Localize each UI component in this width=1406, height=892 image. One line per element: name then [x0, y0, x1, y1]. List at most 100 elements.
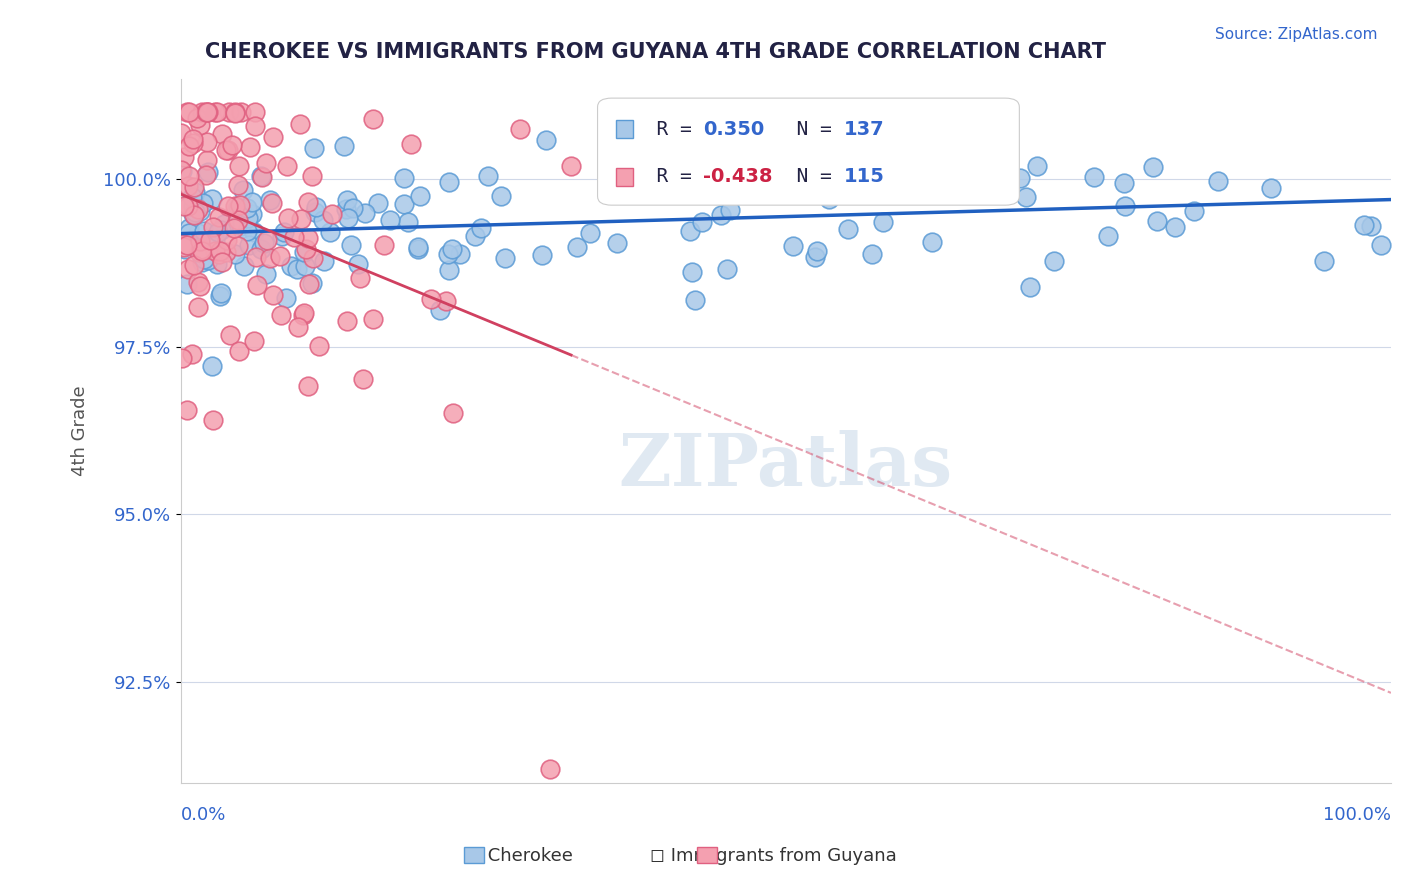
- Text: ◻ Cherokee: ◻ Cherokee: [467, 847, 574, 865]
- Immigrants from Guyana: [208, 244, 231, 258]
- Cherokee: [253, 235, 276, 250]
- Cherokee: [301, 276, 323, 290]
- Cherokee: [347, 257, 370, 271]
- Cherokee: [1025, 159, 1047, 173]
- Immigrants from Guyana: [222, 221, 245, 235]
- Immigrants from Guyana: [211, 254, 233, 268]
- Cherokee: [633, 181, 655, 195]
- Cherokee: [804, 251, 827, 265]
- Cherokee: [204, 234, 226, 248]
- Immigrants from Guyana: [176, 105, 198, 120]
- Immigrants from Guyana: [176, 403, 198, 417]
- Cherokee: [837, 222, 859, 236]
- Immigrants from Guyana: [191, 243, 214, 257]
- Cherokee: [1313, 253, 1336, 268]
- Immigrants from Guyana: [191, 244, 214, 258]
- Immigrants from Guyana: [186, 111, 208, 125]
- Immigrants from Guyana: [188, 234, 211, 248]
- Immigrants from Guyana: [441, 406, 464, 420]
- Text: -0.438: -0.438: [703, 167, 772, 186]
- Cherokee: [439, 262, 461, 277]
- Cherokee: [207, 247, 229, 261]
- Cherokee: [1360, 219, 1382, 233]
- Cherokee: [1146, 213, 1168, 227]
- Cherokee: [477, 169, 499, 184]
- Cherokee: [489, 189, 512, 203]
- Immigrants from Guyana: [270, 308, 292, 322]
- Text: CHEROKEE VS IMMIGRANTS FROM GUYANA 4TH GRADE CORRELATION CHART: CHEROKEE VS IMMIGRANTS FROM GUYANA 4TH G…: [205, 42, 1107, 62]
- Immigrants from Guyana: [177, 261, 200, 276]
- Immigrants from Guyana: [173, 149, 195, 163]
- Immigrants from Guyana: [245, 250, 267, 264]
- Immigrants from Guyana: [276, 160, 298, 174]
- Cherokee: [319, 225, 342, 239]
- Immigrants from Guyana: [181, 136, 204, 150]
- Immigrants from Guyana: [420, 292, 443, 306]
- Cherokee: [1206, 174, 1229, 188]
- Immigrants from Guyana: [290, 117, 312, 131]
- Immigrants from Guyana: [172, 236, 194, 251]
- Cherokee: [179, 227, 201, 241]
- Immigrants from Guyana: [231, 105, 253, 120]
- Cherokee: [240, 195, 263, 210]
- Immigrants from Guyana: [187, 300, 209, 314]
- Immigrants from Guyana: [204, 105, 226, 120]
- Immigrants from Guyana: [221, 137, 243, 152]
- Immigrants from Guyana: [201, 413, 224, 427]
- Cherokee: [440, 242, 463, 256]
- Cherokee: [1015, 190, 1038, 204]
- Immigrants from Guyana: [228, 159, 250, 173]
- Cherokee: [193, 196, 215, 211]
- Cherokee: [789, 173, 811, 187]
- Immigrants from Guyana: [188, 278, 211, 293]
- Immigrants from Guyana: [262, 129, 284, 144]
- Cherokee: [578, 226, 600, 240]
- Immigrants from Guyana: [226, 239, 249, 253]
- Text: R =: R =: [633, 120, 703, 139]
- Immigrants from Guyana: [243, 334, 266, 348]
- Immigrants from Guyana: [188, 245, 211, 260]
- Cherokee: [188, 204, 211, 219]
- Immigrants from Guyana: [287, 320, 309, 334]
- Cherokee: [207, 225, 229, 239]
- Immigrants from Guyana: [215, 233, 238, 247]
- Immigrants from Guyana: [190, 242, 212, 256]
- Immigrants from Guyana: [195, 135, 218, 149]
- Text: 137: 137: [844, 120, 884, 139]
- Cherokee: [429, 303, 451, 318]
- Immigrants from Guyana: [509, 122, 531, 136]
- Immigrants from Guyana: [173, 240, 195, 254]
- Immigrants from Guyana: [181, 132, 204, 146]
- Immigrants from Guyana: [183, 180, 205, 194]
- Immigrants from Guyana: [194, 168, 217, 182]
- Immigrants from Guyana: [224, 105, 246, 120]
- Text: N =: N =: [773, 120, 844, 139]
- Cherokee: [665, 187, 688, 202]
- Cherokee: [606, 236, 628, 251]
- Cherokee: [494, 251, 516, 265]
- Cherokee: [226, 200, 249, 214]
- Cherokee: [240, 207, 263, 221]
- Cherokee: [470, 221, 492, 235]
- Cherokee: [828, 119, 851, 133]
- Cherokee: [250, 169, 273, 183]
- Immigrants from Guyana: [211, 127, 233, 141]
- Immigrants from Guyana: [262, 196, 284, 211]
- Cherokee: [683, 293, 706, 307]
- Cherokee: [392, 171, 415, 186]
- Cherokee: [856, 162, 879, 177]
- Immigrants from Guyana: [434, 293, 457, 308]
- Immigrants from Guyana: [226, 178, 249, 193]
- Immigrants from Guyana: [254, 156, 277, 170]
- Cherokee: [1260, 181, 1282, 195]
- Cherokee: [190, 255, 212, 269]
- Cherokee: [238, 211, 260, 225]
- Cherokee: [207, 257, 229, 271]
- Cherokee: [193, 224, 215, 238]
- Cherokee: [1043, 253, 1066, 268]
- Immigrants from Guyana: [262, 288, 284, 302]
- Immigrants from Guyana: [228, 344, 250, 359]
- Cherokee: [394, 197, 416, 211]
- Immigrants from Guyana: [259, 251, 281, 265]
- Cherokee: [565, 240, 588, 254]
